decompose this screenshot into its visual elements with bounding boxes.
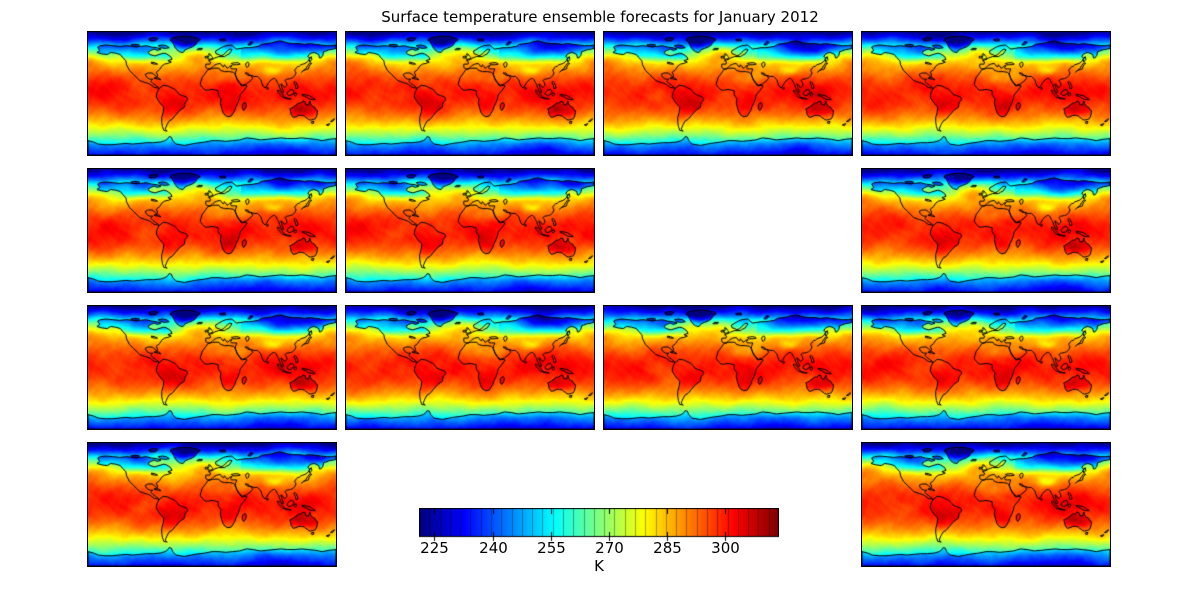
ensemble-map-9: [344, 304, 595, 430]
colorbar-tick-label-285: 285: [653, 539, 682, 557]
ensemble-map-canvas-3: [603, 31, 852, 155]
ensemble-map-canvas-13: [861, 442, 1110, 566]
colorbar-tick-label-300: 300: [711, 539, 740, 557]
ensemble-map-canvas-7: [861, 168, 1110, 292]
colorbar-tick-label-255: 255: [537, 539, 566, 557]
figure-title: Surface temperature ensemble forecasts f…: [381, 8, 819, 26]
ensemble-map-11: [860, 304, 1111, 430]
ensemble-map-6: [344, 167, 595, 293]
ensemble-map-canvas-8: [87, 305, 336, 429]
colorbar-tick-label-270: 270: [595, 539, 624, 557]
ensemble-map-13: [860, 441, 1111, 567]
ensemble-map-4: [860, 30, 1111, 156]
ensemble-map-10: [602, 304, 853, 430]
colorbar-axis-label: K: [594, 557, 604, 575]
colorbar-tick-label-240: 240: [479, 539, 508, 557]
ensemble-map-12: [86, 441, 337, 567]
ensemble-map-canvas-6: [345, 168, 594, 292]
ensemble-map-canvas-4: [861, 31, 1110, 155]
ensemble-map-canvas-11: [861, 305, 1110, 429]
ensemble-map-5: [86, 167, 337, 293]
ensemble-map-canvas-10: [603, 305, 852, 429]
ensemble-map-canvas-5: [87, 168, 336, 292]
ensemble-map-3: [602, 30, 853, 156]
ensemble-map-canvas-1: [87, 31, 336, 155]
ensemble-map-8: [86, 304, 337, 430]
ensemble-map-1: [86, 30, 337, 156]
ensemble-map-canvas-9: [345, 305, 594, 429]
colorbar: 225 240 255 270 285 300 K: [419, 508, 779, 578]
ensemble-map-canvas-12: [87, 442, 336, 566]
ensemble-map-2: [344, 30, 595, 156]
colorbar-gradient: [419, 508, 779, 542]
ensemble-map-7: [860, 167, 1111, 293]
ensemble-map-canvas-2: [345, 31, 594, 155]
colorbar-tick-label-225: 225: [420, 539, 449, 557]
